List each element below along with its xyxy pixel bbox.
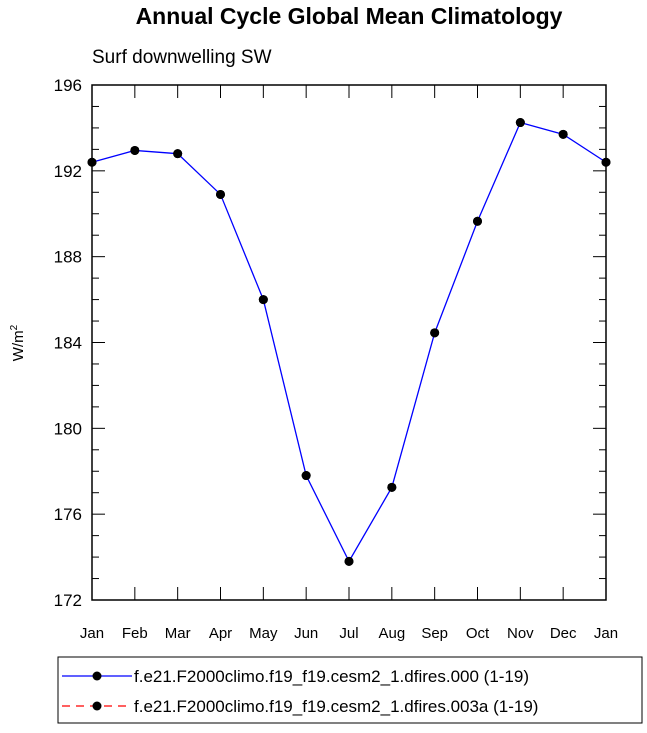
legend-entry-label: f.e21.F2000climo.f19_f19.cesm2_1.dfires.… (134, 667, 529, 686)
data-point (430, 328, 440, 338)
x-tick-label: Jul (339, 625, 358, 642)
data-point (558, 129, 568, 139)
chart-title: Annual Cycle Global Mean Climatology (136, 3, 563, 29)
y-tick-label: 192 (54, 162, 82, 181)
y-tick-label: 188 (54, 248, 82, 267)
y-tick-label: 176 (54, 505, 82, 524)
x-tick-label: Dec (550, 625, 577, 642)
legend-marker (92, 701, 102, 711)
x-tick-label: Aug (378, 625, 405, 642)
x-tick-label: May (249, 625, 278, 642)
y-axis-label: W/m2 (9, 324, 27, 361)
plot-area: 172 176 180 184 188 192 196 Jan Feb Mar Apr May Jun J… (54, 76, 618, 642)
x-tick-label: Jun (294, 625, 318, 642)
y-tick-label: 180 (54, 419, 82, 438)
legend-marker (92, 671, 102, 681)
legend-entry-label: f.e21.F2000climo.f19_f19.cesm2_1.dfires.… (134, 697, 538, 716)
data-point (473, 216, 482, 226)
x-tick-label: Jan (80, 625, 104, 642)
data-point (301, 471, 311, 481)
y-tick-label: 184 (54, 334, 82, 353)
data-point (216, 189, 225, 199)
data-point (387, 482, 397, 492)
x-tick-label: Feb (122, 625, 148, 642)
legend-box (57, 656, 643, 724)
plot-frame (91, 84, 607, 601)
y-axis-label-superscript: 2 (9, 324, 20, 330)
legend: f.e21.F2000climo.f19_f19.cesm2_1.dfires.… (57, 656, 643, 724)
data-point (344, 556, 354, 566)
data-point (173, 149, 183, 159)
data-point (258, 295, 268, 305)
y-tick-label: 172 (54, 591, 82, 610)
data-point (601, 157, 611, 167)
x-tick-label: Oct (466, 625, 490, 642)
x-tick-label: Mar (165, 625, 191, 642)
y-tick-label: 196 (54, 76, 82, 95)
x-tick-label: Sep (421, 625, 448, 642)
data-point (515, 118, 525, 128)
y-axis-label-unit: W/m (10, 330, 27, 361)
x-tick-label: Jan (594, 625, 618, 642)
x-tick-label: Apr (209, 625, 232, 642)
data-point (130, 145, 140, 155)
data-point (87, 157, 97, 167)
x-tick-label: Nov (507, 625, 534, 642)
chart-subtitle: Surf downwelling SW (92, 47, 272, 68)
series-line-1 (91, 121, 607, 563)
